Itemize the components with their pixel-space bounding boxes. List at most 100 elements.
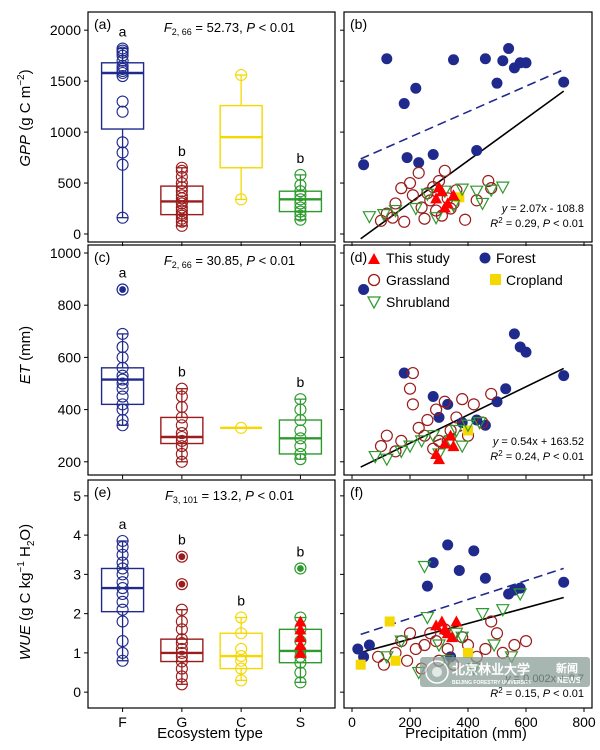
- panel-d-point-shrubland: [394, 445, 409, 459]
- panel-e-point: [175, 633, 188, 646]
- panel-d-label: (d): [350, 249, 367, 265]
- panel-c-point: [294, 440, 307, 453]
- panel-b-point-shrubland: [429, 212, 444, 225]
- panel-b-point-grassland: [398, 215, 411, 228]
- panel-d-point-this-study: [444, 429, 457, 441]
- panel-a-point: [294, 185, 307, 198]
- x-title-precipitation: Precipitation (mm): [405, 725, 527, 742]
- panel-a-point: [294, 179, 307, 192]
- panel-e-point: [235, 654, 248, 667]
- panel-b-point-shrubland: [376, 209, 391, 222]
- panel-a-stat: F2, 66 = 52.73, P < 0.01: [164, 20, 295, 37]
- panel-e-this-study-point: [294, 639, 307, 651]
- panel-f-point-cropland: [390, 655, 401, 666]
- panel-a-point: [175, 176, 188, 190]
- panel-a-point: [116, 136, 129, 149]
- panel-f-point-forest: [421, 580, 433, 592]
- panel-e-outlier-core: [297, 565, 304, 572]
- panel-b-point-grassland: [459, 213, 472, 226]
- panel-b-point-forest: [520, 57, 532, 69]
- panel-a-frame: [87, 11, 336, 243]
- panel-e-point: [235, 662, 248, 675]
- panel-d-point-this-study: [433, 453, 445, 465]
- panel-b-point-shrubland: [495, 181, 510, 195]
- panel-e-point: [235, 642, 248, 656]
- panel-f-point-shrubland: [487, 639, 502, 653]
- panel-a-point: [175, 185, 188, 198]
- panel-f-series-this-study: [430, 615, 463, 643]
- panel-e-point: [116, 587, 129, 601]
- panel-d-point-forest: [398, 367, 410, 379]
- legend-shrubland-label: Shrubland: [386, 294, 450, 310]
- panel-d-point-grassland: [467, 398, 480, 411]
- panel-c-outlier-core: [119, 286, 126, 293]
- panel-e-sig-letter: b: [178, 532, 186, 548]
- panel-c-point: [175, 434, 188, 447]
- panel-e-this-study-point: [294, 646, 307, 658]
- panel-a-point: [116, 49, 129, 62]
- panel-d-point-forest: [520, 346, 532, 358]
- panel-e-ytick-label: 4: [73, 527, 81, 543]
- panel-b-point-forest: [381, 53, 393, 65]
- panel-e-sig-letter: a: [119, 516, 127, 532]
- panel-a-point: [175, 181, 188, 194]
- panel-d-point-grassland: [412, 421, 425, 434]
- panel-a-point: [116, 211, 129, 224]
- panel-c-point: [175, 411, 188, 424]
- panel-f-point-forest: [358, 651, 370, 663]
- panel-a-point: [294, 193, 307, 206]
- panel-e-point: [235, 674, 248, 687]
- panel-a-point: [294, 205, 307, 218]
- panel-c-point: [175, 400, 188, 414]
- panel-c-point: [175, 427, 188, 440]
- legend-forest-marker: [479, 252, 491, 264]
- panel-a-point: [175, 207, 188, 220]
- panel-a-iqr-box: [100, 62, 145, 130]
- panel-e-outlier-core: [178, 580, 186, 588]
- panel-e-iqr-box: [100, 567, 145, 613]
- panel-e-point: [175, 637, 188, 650]
- panel-d-point-grassland: [374, 440, 388, 453]
- panel-a-point: [175, 201, 188, 214]
- panel-b-fit-forest: [360, 68, 565, 160]
- panel-f-point-this-study: [435, 615, 448, 627]
- panel-e-point: [175, 646, 188, 659]
- panel-d-point-shrubland: [472, 417, 487, 430]
- panel-e-outlier: [175, 550, 188, 563]
- panel-a-point: [116, 59, 129, 72]
- legend-cropland-label: Cropland: [506, 272, 563, 288]
- panel-b-fit-stats: R2 = 0.29, P < 0.01: [490, 216, 584, 230]
- panel-f-point-cropland: [355, 659, 366, 670]
- panel-a-point: [116, 105, 129, 118]
- panel-d-series-this-study: [430, 429, 460, 465]
- panel-e-iqr-box: [160, 638, 204, 663]
- panel-e-ytick-label: 1: [73, 645, 81, 661]
- panel-b-point-forest: [410, 82, 422, 94]
- panel-e-box-f: a: [100, 516, 145, 667]
- panel-f-point-grassland: [508, 638, 521, 652]
- panel-a-point: [116, 54, 129, 67]
- panel-b-point-grassland: [485, 182, 498, 195]
- panel-b-fit-equation: y = 2.07x - 108.8: [501, 203, 584, 215]
- panel-f-point-shrubland: [379, 651, 394, 665]
- panel-c-box-s: b: [278, 374, 323, 466]
- panel-d-point-this-study: [447, 440, 460, 452]
- panel-a-point: [175, 204, 188, 217]
- panel-a-point: [175, 170, 188, 183]
- panel-b-point-forest: [497, 55, 509, 67]
- panel-a-point: [235, 68, 248, 82]
- panel-b-series-forest: [358, 43, 570, 171]
- panel-a-point: [294, 189, 307, 202]
- panel-c-point: [116, 403, 129, 416]
- panel-d-point-grassland: [380, 429, 393, 442]
- panel-a-point: [116, 158, 129, 171]
- panel-e-this-study-point: [294, 615, 307, 627]
- panel-b-point-forest: [413, 157, 425, 169]
- panel-d-point-grassland: [485, 387, 498, 401]
- panel-a-ytick-label: 0: [73, 226, 81, 242]
- panel-a-point: [116, 146, 129, 159]
- panel-f-fit-stats: R2 = 0.15, P < 0.01: [490, 686, 584, 700]
- panel-e-sig-letter: b: [237, 593, 245, 609]
- panel-d-point-forest: [427, 391, 439, 403]
- panel-b-point-forest: [479, 53, 491, 65]
